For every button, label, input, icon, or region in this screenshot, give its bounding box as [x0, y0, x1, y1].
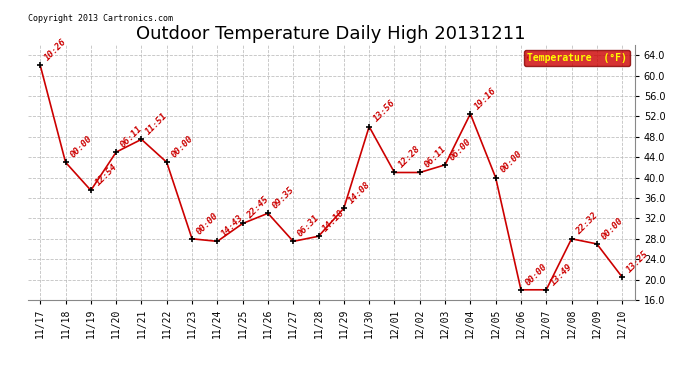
- Text: 00:00: 00:00: [195, 211, 220, 236]
- Text: 00:00: 00:00: [68, 134, 94, 159]
- Text: 00:00: 00:00: [524, 262, 549, 287]
- Text: 22:32: 22:32: [574, 211, 600, 236]
- Text: 13:25: 13:25: [625, 249, 650, 274]
- Text: 06:11: 06:11: [422, 144, 448, 170]
- Text: 14:08: 14:08: [346, 180, 372, 206]
- Text: 11:51: 11:51: [144, 111, 170, 136]
- Text: 00:00: 00:00: [600, 216, 625, 241]
- Text: 14:18: 14:18: [322, 208, 346, 234]
- Text: 06:31: 06:31: [296, 213, 322, 238]
- Title: Outdoor Temperature Daily High 20131211: Outdoor Temperature Daily High 20131211: [137, 26, 526, 44]
- Text: 13:49: 13:49: [549, 262, 574, 287]
- Text: 06:11: 06:11: [119, 124, 144, 149]
- Text: 22:45: 22:45: [246, 195, 270, 221]
- Text: 19:16: 19:16: [473, 86, 498, 111]
- Text: 09:35: 09:35: [270, 185, 296, 210]
- Text: 06:00: 06:00: [448, 137, 473, 162]
- Text: Copyright 2013 Cartronics.com: Copyright 2013 Cartronics.com: [28, 14, 172, 23]
- Text: 00:00: 00:00: [498, 150, 524, 175]
- Legend: Temperature  (°F): Temperature (°F): [524, 50, 630, 66]
- Text: 13:56: 13:56: [372, 99, 397, 124]
- Text: 10:26: 10:26: [43, 37, 68, 63]
- Text: 00:00: 00:00: [170, 134, 195, 159]
- Text: 12:54: 12:54: [94, 162, 119, 188]
- Text: 14:43: 14:43: [220, 213, 246, 238]
- Text: 12:28: 12:28: [397, 144, 422, 170]
